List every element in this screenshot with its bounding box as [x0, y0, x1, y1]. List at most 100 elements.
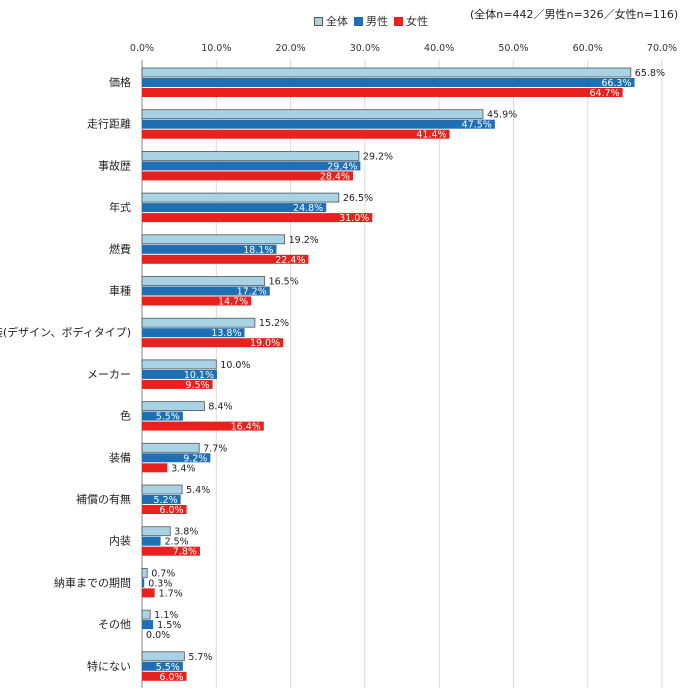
bar-female [142, 129, 450, 139]
category-label: 色 [120, 409, 131, 423]
bar-female [142, 338, 284, 348]
data-label: 47.5% [462, 120, 492, 131]
bar-all [141, 484, 183, 495]
x-tick-label: 20.0% [275, 43, 305, 54]
data-label: 19.2% [289, 235, 319, 246]
bar-male [142, 661, 183, 671]
x-tick-label: 50.0% [498, 43, 528, 54]
category-label: 内装 [109, 534, 131, 548]
bar-male [142, 161, 361, 171]
data-label: 7.8% [173, 547, 197, 558]
data-label: 10.0% [220, 360, 250, 371]
data-label: 24.8% [293, 203, 323, 214]
x-tick-label: 10.0% [201, 43, 231, 54]
bar-female [142, 296, 252, 306]
data-label: 45.9% [487, 110, 517, 121]
bar-all [141, 401, 205, 412]
bar-male [142, 203, 327, 213]
bar-female [142, 546, 200, 556]
legend: 全体 男性 女性 [314, 13, 434, 29]
data-label: 9.5% [185, 380, 209, 391]
data-label: 16.5% [269, 277, 299, 288]
data-label: 10.1% [184, 370, 214, 381]
category-label: 事故歴 [98, 158, 131, 172]
bar-female [142, 463, 168, 473]
data-label: 13.8% [211, 328, 241, 339]
data-label: 14.7% [218, 297, 248, 308]
bar-female [142, 88, 623, 97]
data-label: 17.2% [237, 287, 267, 298]
bar-all [141, 109, 484, 120]
data-label: 9.2% [183, 453, 207, 464]
bar-all [141, 192, 340, 203]
data-label: 5.5% [156, 662, 180, 673]
bar-all [141, 317, 256, 328]
data-label: 5.5% [156, 412, 180, 423]
bar-male [142, 119, 495, 129]
bar-male [142, 286, 270, 296]
x-tick-label: 70.0% [647, 43, 677, 54]
category-label: 納車までの期間 [54, 575, 131, 589]
data-label: 2.5% [165, 537, 189, 548]
data-label: 31.0% [339, 213, 369, 224]
data-label: 65.8% [635, 68, 665, 79]
category-label: 装備 [109, 451, 131, 464]
data-label: 6.0% [159, 505, 183, 516]
data-label: 29.4% [327, 161, 357, 172]
bar-all [141, 442, 200, 453]
data-label: 5.4% [186, 485, 210, 496]
bar-male [142, 78, 635, 87]
bar-male [142, 369, 218, 379]
bar-male [142, 328, 245, 338]
x-tick-label: 40.0% [424, 43, 454, 54]
data-label: 1.7% [159, 588, 183, 599]
category-label: 補償の有無 [76, 492, 131, 506]
data-label: 18.1% [243, 245, 273, 256]
bar-all [141, 359, 217, 370]
bar-male [142, 495, 181, 504]
bar-male [142, 453, 211, 463]
data-label: 5.7% [188, 652, 212, 663]
category-label: 外装(デザイン、ボディタイプ) [0, 325, 131, 339]
data-label: 3.8% [174, 527, 198, 538]
category-label: 年式 [109, 200, 131, 214]
bar-male [142, 244, 277, 254]
data-label: 0.0% [146, 630, 170, 641]
bar-all [141, 150, 360, 161]
bar-female [142, 671, 187, 681]
data-label: 19.0% [250, 338, 280, 349]
data-label: 7.7% [203, 443, 227, 454]
data-label: 16.4% [231, 422, 261, 433]
bar-male [142, 536, 161, 546]
legend-item-female: 女性 [394, 13, 428, 29]
legend-item-male: 男性 [354, 13, 388, 29]
bar-all [141, 568, 148, 578]
data-label: 29.2% [363, 151, 393, 162]
bar-male [142, 620, 154, 630]
data-label: 5.2% [153, 495, 177, 506]
bar-female [142, 505, 187, 514]
bar-female [142, 379, 213, 389]
bar-female [142, 421, 264, 431]
category-label: 燃費 [109, 242, 131, 256]
bar-all [141, 609, 151, 620]
x-tick-label: 30.0% [350, 43, 380, 54]
data-label: 0.7% [151, 568, 175, 579]
bar-female [142, 171, 353, 181]
bar-all [141, 526, 171, 537]
legend-label-female: 女性 [406, 15, 428, 28]
x-tick-label: 0.0% [130, 43, 154, 54]
data-label: 1.1% [154, 610, 178, 621]
category-label: その他 [98, 618, 131, 631]
category-label: 特にない [87, 659, 131, 673]
category-label: 価格 [109, 75, 131, 89]
category-label: 走行距離 [87, 117, 131, 131]
bar-all [141, 651, 185, 662]
data-label: 1.5% [157, 620, 181, 631]
legend-label-all: 全体 [326, 15, 348, 28]
data-label: 64.7% [589, 88, 619, 99]
legend-item-all: 全体 [314, 13, 348, 29]
bar-all [141, 234, 286, 245]
category-label: メーカー [87, 368, 131, 381]
